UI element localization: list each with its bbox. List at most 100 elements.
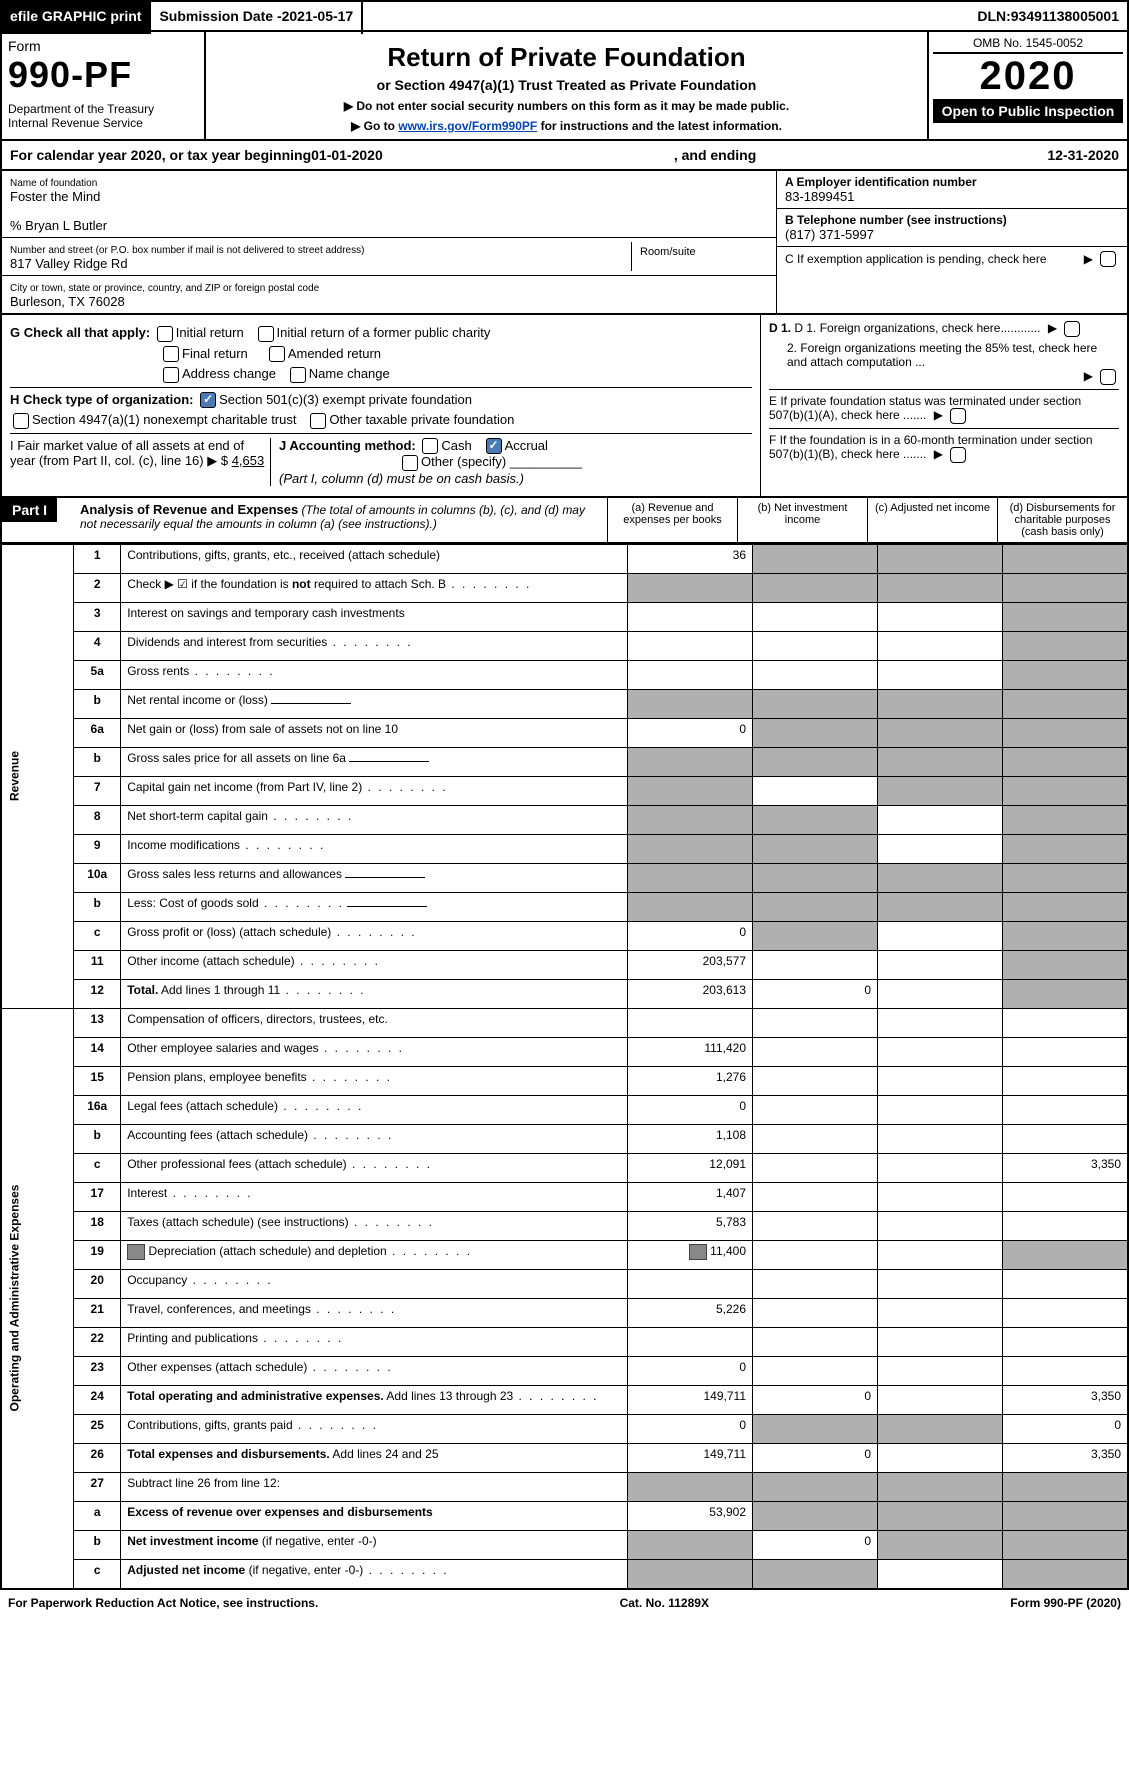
- omb-number: OMB No. 1545-0052: [933, 36, 1123, 54]
- g-initial-return[interactable]: [157, 326, 173, 342]
- cell-b: [753, 573, 878, 602]
- row-label: Adjusted net income (if negative, enter …: [121, 1559, 628, 1589]
- row-number: 21: [74, 1298, 121, 1327]
- cell-a: 1,108: [628, 1124, 753, 1153]
- schedule-icon[interactable]: [127, 1244, 145, 1260]
- d1-checkbox[interactable]: [1064, 321, 1080, 337]
- g-amended[interactable]: [269, 346, 285, 362]
- cell-c: [878, 1356, 1003, 1385]
- row-label: Pension plans, employee benefits: [121, 1066, 628, 1095]
- form-header: Form 990-PF Department of the Treasury I…: [0, 32, 1129, 141]
- cell-d: [1003, 718, 1129, 747]
- row-label: Net investment income (if negative, ente…: [121, 1530, 628, 1559]
- cell-b: [753, 1153, 878, 1182]
- row-number: b: [74, 1124, 121, 1153]
- cell-a: 0: [628, 718, 753, 747]
- cell-d: [1003, 863, 1129, 892]
- g-address-change[interactable]: [163, 367, 179, 383]
- cell-c: [878, 718, 1003, 747]
- revenue-section-label: Revenue: [1, 544, 74, 1008]
- row-label: Total operating and administrative expen…: [121, 1385, 628, 1414]
- row-label: Other employee salaries and wages: [121, 1037, 628, 1066]
- cell-a: 11,400: [628, 1240, 753, 1269]
- ein-label: A Employer identification number: [785, 175, 977, 189]
- cell-a: [628, 660, 753, 689]
- calendar-year-row: For calendar year 2020, or tax year begi…: [0, 141, 1129, 171]
- irs-link[interactable]: www.irs.gov/Form990PF: [398, 119, 537, 133]
- cell-d: [1003, 1559, 1129, 1589]
- d2-label: 2. Foreign organizations meeting the 85%…: [769, 341, 1119, 369]
- cell-b: [753, 718, 878, 747]
- j-cash[interactable]: [422, 438, 438, 454]
- cell-d: 3,350: [1003, 1443, 1129, 1472]
- row-number: c: [74, 1559, 121, 1589]
- h-other-taxable[interactable]: [310, 413, 326, 429]
- cell-d: [1003, 1211, 1129, 1240]
- h-4947[interactable]: [13, 413, 29, 429]
- cell-a: 36: [628, 544, 753, 573]
- row-number: 10a: [74, 863, 121, 892]
- cell-c: [878, 1037, 1003, 1066]
- col-d-header: (d) Disbursements for charitable purpose…: [997, 498, 1127, 542]
- g-final-return[interactable]: [163, 346, 179, 362]
- row-number: 18: [74, 1211, 121, 1240]
- cell-a: [628, 573, 753, 602]
- row-number: 12: [74, 979, 121, 1008]
- cell-b: [753, 805, 878, 834]
- cell-c: [878, 1530, 1003, 1559]
- row-number: 23: [74, 1356, 121, 1385]
- form-label: Form: [8, 38, 198, 54]
- form-number: 990-PF: [8, 54, 198, 96]
- f-label: F If the foundation is in a 60-month ter…: [769, 428, 1119, 463]
- part1-badge: Part I: [2, 498, 57, 522]
- c-checkbox[interactable]: [1100, 251, 1116, 267]
- cell-c: [878, 1443, 1003, 1472]
- h-501c3[interactable]: [200, 392, 216, 408]
- row-number: a: [74, 1501, 121, 1530]
- cell-d: [1003, 1530, 1129, 1559]
- g-name-change[interactable]: [290, 367, 306, 383]
- cell-b: [753, 689, 878, 718]
- cell-d: [1003, 602, 1129, 631]
- cell-d: [1003, 1008, 1129, 1037]
- cell-b: [753, 1414, 878, 1443]
- telephone: (817) 371-5997: [785, 227, 874, 242]
- row-number: 5a: [74, 660, 121, 689]
- cell-c: [878, 892, 1003, 921]
- cell-b: [753, 1037, 878, 1066]
- row-label: Other expenses (attach schedule): [121, 1356, 628, 1385]
- cell-c: [878, 1182, 1003, 1211]
- dln: DLN: 93491138005001: [969, 0, 1127, 34]
- cell-a: [628, 1559, 753, 1589]
- row-label: Excess of revenue over expenses and disb…: [121, 1501, 628, 1530]
- row-number: 13: [74, 1008, 121, 1037]
- page-footer: For Paperwork Reduction Act Notice, see …: [0, 1590, 1129, 1616]
- row-label: Subtract line 26 from line 12:: [121, 1472, 628, 1501]
- cell-a: [628, 747, 753, 776]
- col-b-header: (b) Net investment income: [737, 498, 867, 542]
- e-checkbox[interactable]: [950, 408, 966, 424]
- form-subtitle: or Section 4947(a)(1) Trust Treated as P…: [216, 77, 917, 93]
- f-checkbox[interactable]: [950, 447, 966, 463]
- schedule-icon[interactable]: [689, 1244, 707, 1260]
- part1-header: Part I Analysis of Revenue and Expenses …: [0, 498, 1129, 544]
- d2-checkbox[interactable]: [1100, 369, 1116, 385]
- cell-c: [878, 573, 1003, 602]
- cell-a: [628, 834, 753, 863]
- g-initial-former[interactable]: [258, 326, 274, 342]
- cell-c: [878, 921, 1003, 950]
- j-other[interactable]: [402, 455, 418, 471]
- street-address: 817 Valley Ridge Rd: [10, 256, 128, 271]
- j-accrual[interactable]: [486, 438, 502, 454]
- row-label: Check ▶ ☑ if the foundation is not requi…: [121, 573, 628, 602]
- cell-c: [878, 1240, 1003, 1269]
- row-label: Interest: [121, 1182, 628, 1211]
- row-label: Interest on savings and temporary cash i…: [121, 602, 628, 631]
- g-label: G Check all that apply:: [10, 325, 150, 340]
- cell-a: [628, 892, 753, 921]
- cell-b: [753, 1269, 878, 1298]
- cell-b: [753, 834, 878, 863]
- row-number: 27: [74, 1472, 121, 1501]
- part1-table: Revenue1Contributions, gifts, grants, et…: [0, 544, 1129, 1590]
- row-number: 17: [74, 1182, 121, 1211]
